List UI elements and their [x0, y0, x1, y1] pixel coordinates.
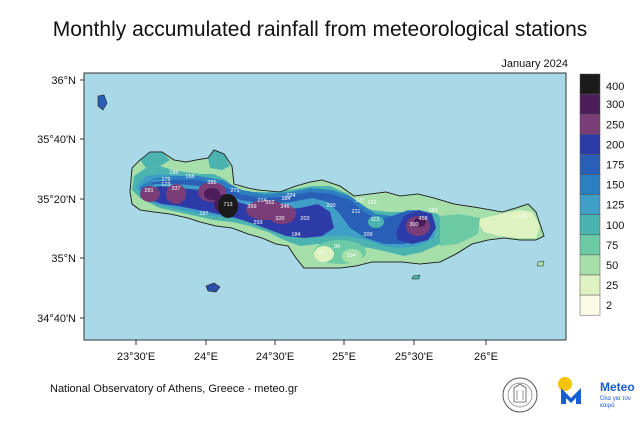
x-tick-label: 24°30'E	[256, 351, 294, 363]
meteo-logo-mark	[558, 377, 581, 404]
legend-swatch	[579, 73, 601, 95]
crete-coastline	[129, 149, 545, 269]
date-label: January 2024	[501, 58, 568, 70]
legend-label: 200	[606, 139, 624, 151]
noa-seal-logo	[502, 377, 538, 413]
station-value-label: 214	[257, 198, 266, 204]
legend-label: 75	[606, 240, 618, 252]
meteo-tagline: Όλα για τον καιρό	[600, 396, 631, 409]
station-value-label: 337	[171, 186, 180, 192]
station-value-label: 139	[367, 200, 376, 206]
station-value-label: 126	[517, 214, 526, 220]
station-value-label: 271	[230, 188, 239, 194]
legend-swatch	[579, 174, 601, 195]
x-tick-label: 24°E	[194, 351, 218, 363]
legend-label: 150	[606, 180, 624, 192]
station-value-label: 173	[161, 182, 170, 188]
x-tick-label: 23°30'E	[117, 351, 155, 363]
map-title: Monthly accumulated rainfall from meteor…	[52, 18, 588, 41]
x-axis: 23°30'E 24°E 24°30'E 25°E 25°30'E 26°E	[117, 340, 498, 363]
y-tick-label: 36°N	[51, 75, 76, 87]
station-value-label: 293	[253, 220, 262, 226]
y-tick-label: 34°40'N	[37, 313, 76, 325]
x-tick-label: 25°E	[332, 351, 356, 363]
station-value-label: 96	[334, 244, 340, 250]
legend-swatch	[579, 154, 601, 175]
y-axis: 36°N 35°40'N 35°20'N 35°N 34°40'N	[37, 75, 84, 325]
station-value-label: 79	[318, 251, 324, 257]
legend-swatch	[579, 294, 601, 316]
station-value-label: 458	[418, 216, 427, 222]
station-value-label: 175	[161, 177, 170, 183]
station-value-label: 281	[144, 188, 153, 194]
station-value-label: 211	[352, 209, 361, 215]
legend-swatch	[579, 254, 601, 276]
dia-island	[97, 94, 108, 111]
station-value-label: 186	[169, 170, 178, 176]
chrissi-island	[411, 274, 421, 280]
rainfall-contours	[132, 150, 540, 264]
y-tick-label: 35°40'N	[37, 134, 76, 146]
color-legend: 400 300 250 200 175 150 125 100 75 50 25 2	[579, 73, 624, 316]
legend-label: 25	[606, 280, 618, 292]
station-value-label: 224	[286, 193, 295, 199]
legend-swatch	[579, 194, 601, 215]
koufonisi-island	[536, 260, 545, 267]
station-value-label: 203	[300, 216, 309, 222]
station-value-label: 127	[355, 198, 364, 204]
legend-swatch	[579, 93, 601, 115]
station-value-label: 300	[409, 222, 418, 228]
legend-label: 50	[606, 260, 618, 272]
legend-label: 175	[606, 159, 624, 171]
station-value-label: 384	[281, 196, 290, 202]
legend-label: 2	[606, 300, 612, 312]
y-tick-label: 35°20'N	[37, 194, 76, 206]
station-value-label: 713	[223, 202, 232, 208]
legend-swatch	[579, 214, 601, 236]
station-value-label: 189	[428, 208, 437, 214]
station-value-label: 166	[185, 174, 194, 180]
legend-swatch	[579, 113, 601, 135]
station-value-label: 346	[280, 204, 289, 210]
legend-label: 300	[606, 99, 624, 111]
station-value-label: 352	[265, 200, 274, 206]
station-value-label: 386	[207, 180, 216, 186]
gavdos-island	[205, 282, 221, 293]
x-tick-label: 26°E	[474, 351, 498, 363]
legend-swatch	[579, 134, 601, 155]
legend-label: 100	[606, 220, 624, 232]
station-value-label: 184	[291, 232, 300, 238]
station-value-label: 320	[275, 216, 284, 222]
x-tick-label: 25°30'E	[395, 351, 433, 363]
y-tick-label: 35°N	[51, 253, 76, 265]
legend-swatch	[579, 274, 601, 296]
legend-label: 125	[606, 200, 624, 212]
legend-label: 250	[606, 119, 624, 131]
legend-swatch	[579, 234, 601, 256]
legend-label: 400	[606, 81, 624, 93]
footer-credit: National Observatory of Athens, Greece -…	[50, 383, 298, 395]
meteo-brand-name: Meteo	[600, 380, 635, 394]
station-value-label: 369	[247, 204, 256, 210]
station-value-label: 209	[363, 232, 372, 238]
station-value-label: 200	[326, 203, 335, 209]
station-value-label: 104	[346, 253, 355, 259]
station-value-label: 113	[371, 217, 380, 223]
station-value-label: 197	[199, 211, 208, 217]
